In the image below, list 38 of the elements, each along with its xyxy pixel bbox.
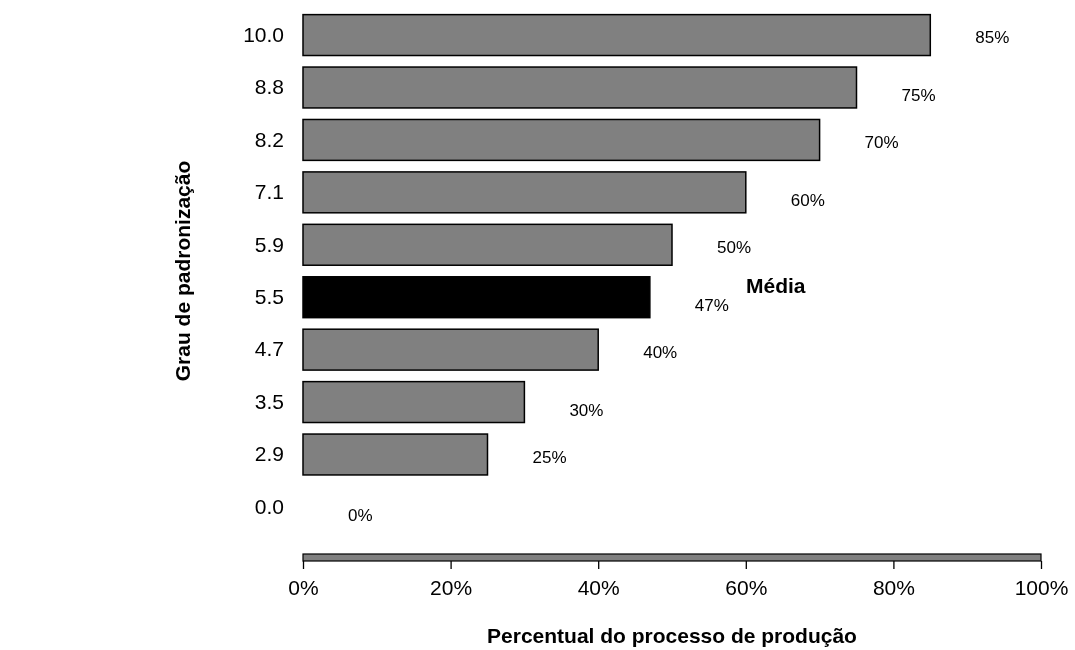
bar <box>302 66 858 109</box>
x-tick-label: 40% <box>577 576 620 600</box>
x-axis-title: Percentual do processo de produção <box>487 624 857 647</box>
bar <box>302 171 747 214</box>
x-tick-label: 80% <box>872 576 915 600</box>
y-tick-label: 7.1 <box>254 180 284 204</box>
x-tick-label: 20% <box>430 576 473 600</box>
data-label: 60% <box>790 191 825 211</box>
y-tick-label: 2.9 <box>254 442 284 466</box>
bar <box>302 118 821 162</box>
data-label: 70% <box>864 132 899 152</box>
data-label: 47% <box>694 296 729 316</box>
data-label: 50% <box>717 237 752 257</box>
data-label: 25% <box>532 447 567 467</box>
bar <box>302 433 489 476</box>
data-label: 40% <box>643 342 678 362</box>
annotation: Média <box>746 274 806 297</box>
x-tick-label: 100% <box>1014 576 1069 600</box>
data-label: 30% <box>569 401 604 421</box>
data-label: 75% <box>901 86 936 106</box>
y-tick-label: 0.0 <box>254 494 284 518</box>
data-label: 85% <box>975 28 1010 48</box>
y-tick-label: 3.5 <box>254 389 284 413</box>
bar <box>302 223 673 266</box>
bar <box>302 380 526 424</box>
x-tick-label: 0% <box>288 576 319 600</box>
y-axis-title: Grau de padronização <box>171 160 194 382</box>
y-tick-label: 5.5 <box>254 284 284 308</box>
y-tick-label: 4.7 <box>254 337 284 361</box>
y-tick-label: 5.9 <box>254 232 284 256</box>
bar <box>302 13 932 57</box>
bar <box>302 328 599 371</box>
y-tick-label: 8.8 <box>254 75 284 99</box>
data-label: 0% <box>348 505 373 525</box>
y-tick-label: 10.0 <box>243 22 284 46</box>
bar <box>302 276 651 319</box>
x-tick-label: 60% <box>725 576 768 600</box>
y-tick-label: 8.2 <box>254 127 284 151</box>
